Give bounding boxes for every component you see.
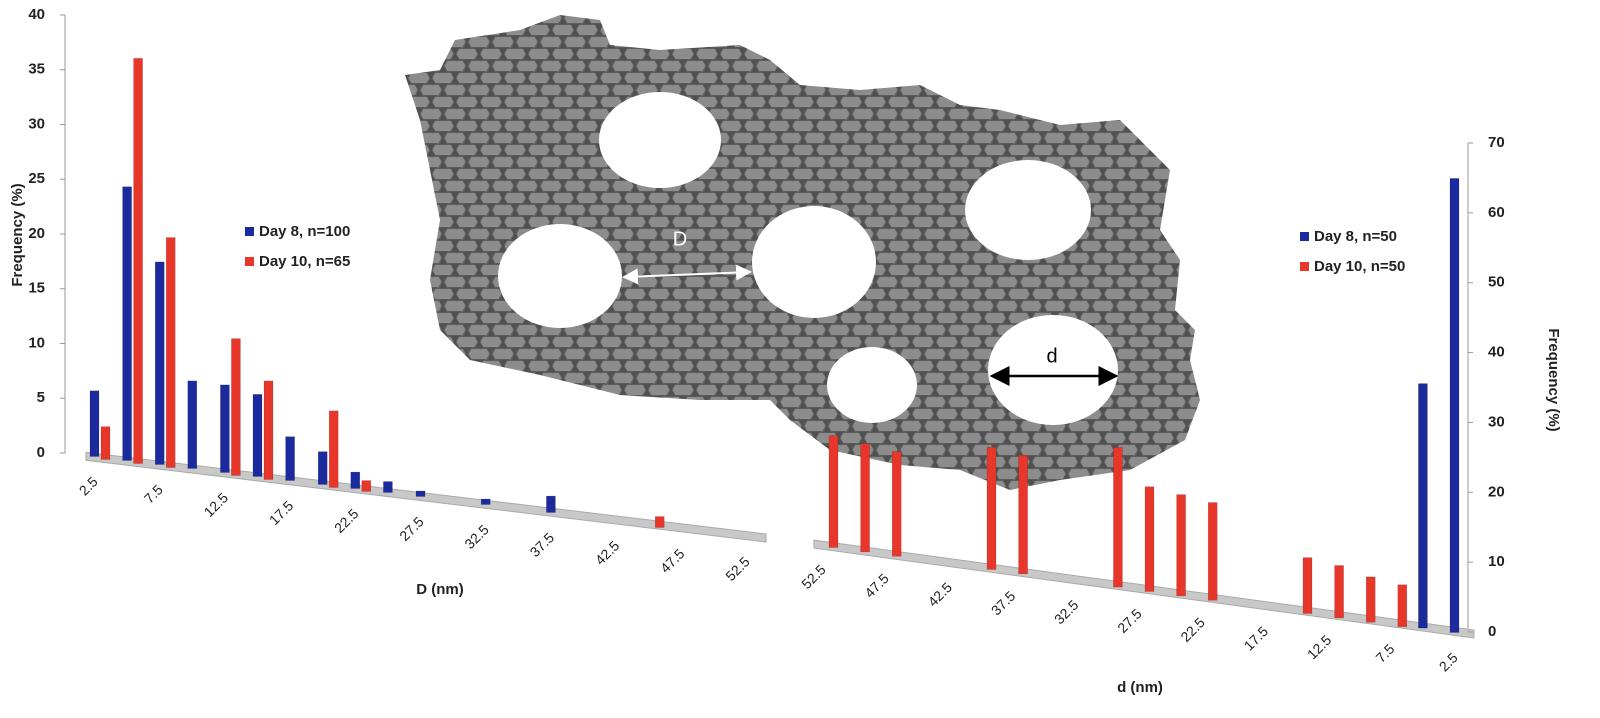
legend-swatch [1300,262,1309,271]
bar [986,447,997,570]
y-tick-label: 70 [1488,134,1505,151]
bar [860,443,870,553]
bar [1302,557,1313,614]
x-tick-label: 32.5 [461,521,492,552]
x-tick-label: 37.5 [527,529,558,560]
x-tick-label: 2.5 [1436,649,1461,674]
x-tick-label: 12.5 [1304,632,1335,663]
bar [654,516,665,528]
pore [498,224,622,328]
diameter-label: d [1046,345,1057,367]
bar [1144,486,1155,592]
bar [361,480,372,492]
legend-swatch [1300,232,1309,241]
y-tick-label: 20 [1488,483,1505,500]
y-tick-label: 0 [37,444,45,461]
distance-arrow [622,264,752,285]
floor [813,539,1475,639]
x-tick-label: 22.5 [331,505,362,536]
bar [220,384,230,473]
y-tick-label: 0 [1488,623,1496,640]
legend-swatch [245,257,254,266]
bar [154,261,165,465]
x-tick-label: 2.5 [76,473,101,498]
bar [891,451,902,557]
legend-label: Day 8, n=100 [259,223,350,240]
bar [122,186,132,461]
y-tick-label: 5 [37,389,45,406]
pore [965,160,1091,260]
bar [350,471,361,489]
bar [285,436,295,481]
bar [1397,584,1408,627]
bar [383,481,393,493]
bar [1113,447,1123,588]
y-tick-label: 25 [28,170,45,187]
x-tick-label: 7.5 [141,481,166,506]
bar [1334,565,1344,619]
legend-label: Day 10, n=50 [1314,258,1405,275]
pore [988,315,1118,425]
bar [546,495,556,513]
y-tick-label: 40 [28,6,45,23]
bar [133,58,143,464]
legend-swatch [245,227,254,236]
bar [231,338,241,476]
y-tick-label: 60 [1488,204,1505,221]
bar [317,451,328,485]
bar [1176,494,1186,597]
y-axis-title: Frequency (%) [1545,328,1562,431]
pore [752,206,876,318]
x-tick-label: 17.5 [266,497,297,528]
legend-label: Day 8, n=50 [1314,228,1397,245]
graphene-illustration: D d [405,15,1200,490]
distance-label: D [673,228,687,250]
bar [252,394,263,477]
bar [165,237,176,468]
x-tick-label: 42.5 [925,579,956,610]
x-tick-label: 32.5 [1051,596,1082,627]
y-tick-label: 50 [1488,274,1505,291]
y-tick-label: 10 [1488,553,1505,570]
bar [480,498,491,505]
bar [1018,454,1028,575]
x-tick-label: 27.5 [1114,605,1145,636]
bar [1207,502,1218,601]
x-tick-label: 47.5 [657,545,688,576]
bar [100,426,111,460]
x-tick-label: 17.5 [1241,623,1272,654]
legend-label: Day 10, n=65 [259,253,350,270]
x-tick-label: 27.5 [396,513,427,544]
y-axis-title: Frequency (%) [9,183,26,286]
x-tick-label: 52.5 [798,561,829,592]
bar [1365,576,1376,623]
pore [827,347,917,423]
y-tick-label: 30 [28,115,45,132]
bar [89,390,100,457]
y-tick-label: 40 [1488,344,1505,361]
x-tick-label: 52.5 [722,553,753,584]
x-axis-title: D (nm) [416,581,464,598]
bar [1418,383,1428,629]
bar [828,435,839,548]
y-tick-label: 10 [28,334,45,351]
y-tick-label: 15 [28,280,45,297]
bar [415,490,426,497]
x-tick-label: 7.5 [1372,640,1397,665]
x-tick-label: 37.5 [988,588,1019,619]
x-tick-label: 47.5 [861,570,892,601]
bar [1449,178,1460,633]
y-tick-label: 30 [1488,413,1505,430]
bar [263,380,274,480]
x-tick-label: 22.5 [1177,614,1208,645]
y-tick-label: 20 [28,225,45,242]
bar [187,380,198,469]
x-axis-title: d (nm) [1117,679,1163,696]
x-tick-label: 12.5 [201,489,232,520]
bar [328,410,339,488]
pore [599,92,721,188]
x-tick-label: 42.5 [592,537,623,568]
y-tick-label: 35 [28,61,45,78]
